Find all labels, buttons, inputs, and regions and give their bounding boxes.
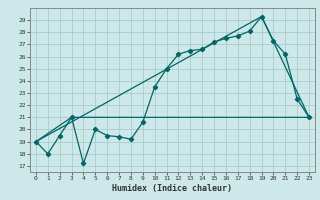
X-axis label: Humidex (Indice chaleur): Humidex (Indice chaleur) [113,184,233,193]
